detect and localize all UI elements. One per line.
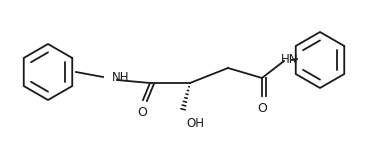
Text: O: O: [257, 102, 267, 114]
Text: O: O: [137, 106, 147, 120]
Text: OH: OH: [186, 117, 204, 130]
Text: NH: NH: [111, 72, 129, 84]
Text: HN: HN: [281, 54, 299, 66]
